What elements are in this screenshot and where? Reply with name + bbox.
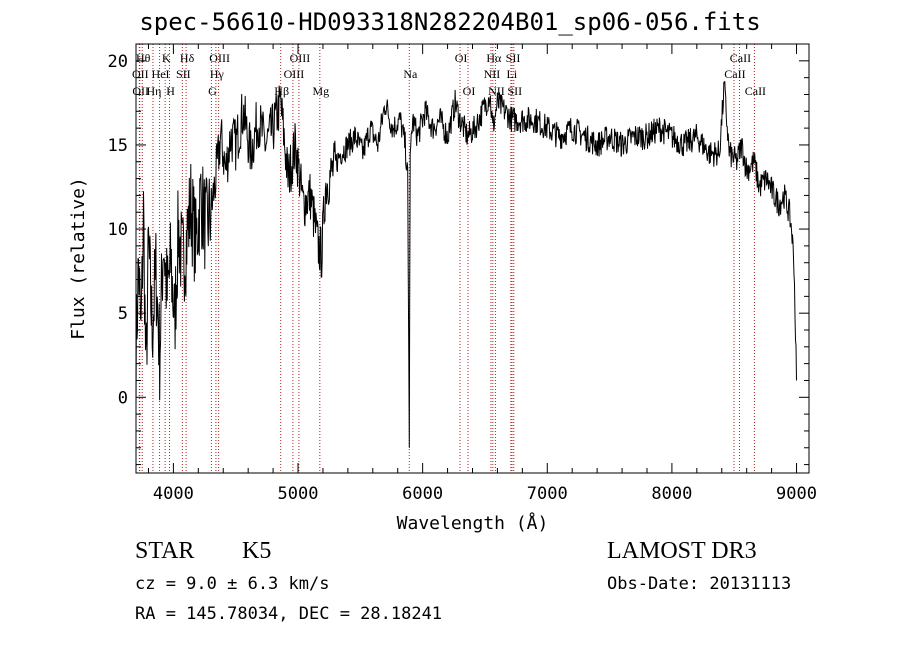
line-marker-label: OIII	[284, 67, 305, 81]
line-marker-label: Hδ	[180, 51, 195, 65]
y-tick-label: 15	[108, 136, 128, 156]
line-marker-label: Li	[507, 67, 518, 81]
coordinates: RA = 145.78034, DEC = 28.18241	[135, 604, 443, 624]
line-marker-label: SII	[507, 84, 522, 98]
y-tick-label: 0	[118, 388, 128, 408]
survey-name: LAMOST DR3	[607, 538, 757, 564]
line-marker-label: Hθ	[136, 51, 151, 65]
line-marker-label: HeI	[152, 67, 170, 81]
x-tick-label: 9000	[776, 484, 817, 504]
object-subclass: K5	[242, 538, 272, 564]
line-marker-label: OIII	[209, 51, 230, 65]
line-marker-label: SII	[176, 67, 191, 81]
x-axis-label: Wavelength (Å)	[397, 512, 549, 534]
line-marker-label: NII	[488, 84, 505, 98]
x-tick-label: 4000	[153, 484, 194, 504]
line-marker-label: OIII	[290, 51, 311, 65]
x-tick-label: 8000	[651, 484, 692, 504]
line-marker-label: H	[166, 84, 175, 98]
line-marker-label: Hβ	[274, 84, 289, 98]
line-marker-label: CaII	[745, 84, 766, 98]
obs-date: Obs-Date: 20131113	[607, 574, 792, 594]
line-marker-label: K	[162, 51, 171, 65]
line-marker-label: Hγ	[210, 67, 225, 81]
line-marker-label: OI	[455, 51, 468, 65]
line-marker-label: NII	[484, 67, 501, 81]
line-marker-label: Mg	[312, 84, 329, 98]
y-tick-label: 20	[108, 52, 128, 72]
line-marker-label: Na	[403, 67, 418, 81]
y-tick-label: 5	[118, 304, 128, 324]
chart-title: spec-56610-HD093318N282204B01_sp06-056.f…	[139, 8, 761, 36]
line-marker-label: OII	[132, 67, 149, 81]
x-tick-label: 6000	[402, 484, 443, 504]
line-marker-label: OI	[463, 84, 476, 98]
object-class: STAR	[135, 538, 195, 564]
line-marker-label: Hη	[146, 84, 161, 98]
line-marker-label: Hα	[486, 51, 502, 65]
y-axis-label: Flux (relative)	[68, 177, 89, 340]
x-tick-label: 7000	[527, 484, 568, 504]
x-tick-label: 5000	[278, 484, 319, 504]
spectrum-line	[135, 80, 797, 448]
plot-frame	[135, 43, 810, 474]
redshift-readout: cz = 9.0 ± 6.3 km/s	[135, 574, 330, 594]
line-marker-label: CaII	[730, 51, 751, 65]
line-marker-label: SII	[506, 51, 521, 65]
line-marker-label: OII	[132, 84, 149, 98]
y-tick-label: 10	[108, 220, 128, 240]
line-marker-label: G	[208, 84, 217, 98]
line-marker-label: CaII	[724, 67, 745, 81]
